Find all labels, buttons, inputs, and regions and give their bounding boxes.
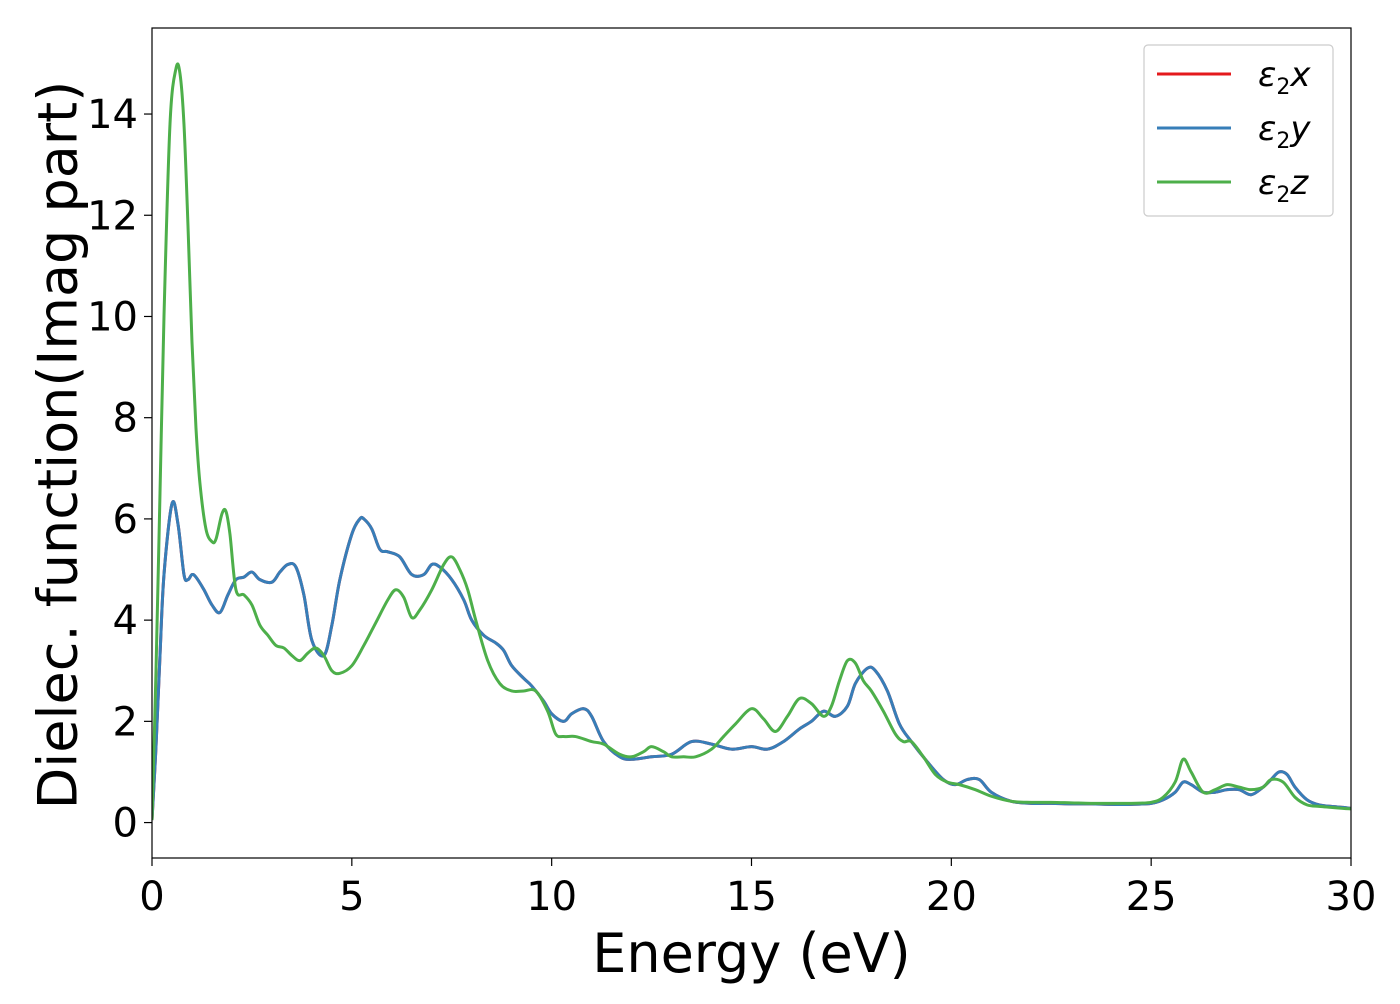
y-tick-label: 14 [87,92,138,138]
series-line-x [152,500,1351,821]
legend: ε2x ε2y ε2z [1143,44,1334,217]
x-tick-label: 5 [339,874,364,920]
y-axis-label: Dielec. function(Imag part) [27,81,90,810]
y-tick-label: 12 [87,193,138,239]
x-tick-label: 30 [1326,874,1377,920]
legend-label-z: ε2z [1258,163,1309,208]
x-ticks: 0 5 10 15 20 25 30 [139,858,1376,920]
legend-entries: ε2x ε2y ε2z [1157,55,1311,208]
y-tick-label: 10 [87,294,138,340]
series-line-y [152,500,1351,821]
series-layer [152,62,1351,821]
x-tick-label: 20 [926,874,977,920]
y-tick-label: 0 [113,801,138,847]
legend-label-y: ε2y [1258,109,1311,154]
x-tick-label: 25 [1126,874,1177,920]
x-axis-label: Energy (eV) [592,922,911,985]
y-tick-label: 4 [113,598,138,644]
legend-label-x: ε2x [1258,55,1311,100]
x-tick-label: 15 [726,874,777,920]
x-tick-label: 0 [139,874,164,920]
legend-box [1143,44,1334,217]
y-ticks: 0 2 4 6 8 10 12 14 [87,92,152,847]
y-tick-label: 8 [113,396,138,442]
x-tick-label: 10 [526,874,577,920]
y-tick-label: 2 [113,699,138,745]
y-tick-label: 6 [113,497,138,543]
series-line-z [152,62,1351,821]
